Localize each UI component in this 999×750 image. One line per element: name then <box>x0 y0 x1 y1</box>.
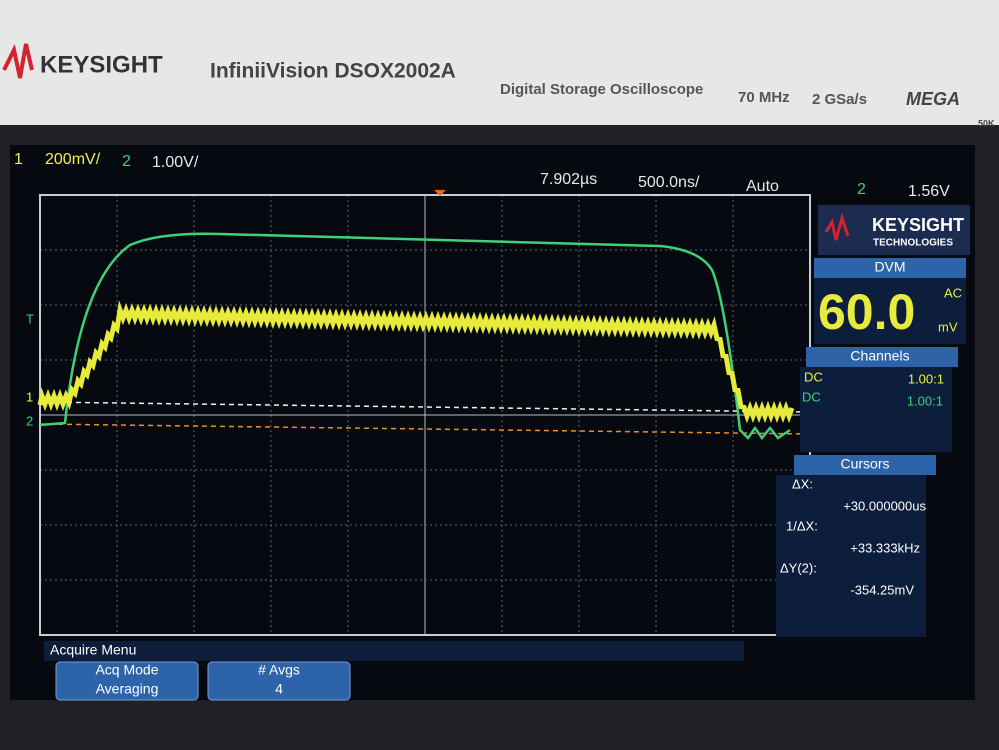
cursors-body <box>776 475 926 637</box>
ch1-trace <box>37 300 795 424</box>
cursor-value: -354.25mV <box>850 582 914 597</box>
softkey-label: Acq Mode <box>95 662 158 678</box>
softkey-label: # Avgs <box>258 662 300 678</box>
ch2-scale: 1.00V/ <box>152 154 199 171</box>
menu-title: Acquire Menu <box>50 642 136 658</box>
sidebar: KEYSIGHT TECHNOLOGIES DVM 60.0 AC mV Cha… <box>776 205 970 637</box>
sidebar-logo-wave <box>824 212 850 241</box>
logo-wave <box>2 43 34 79</box>
sample-rate: 2 GSa/s <box>812 91 867 108</box>
badge: MEGA <box>906 89 960 109</box>
cursor-label: ΔX: <box>792 476 813 491</box>
trigger-position <box>434 190 446 196</box>
ch2-coupling: DC <box>802 389 821 404</box>
ch2-probe: 1.00:1 <box>907 393 943 408</box>
softkey-value: Averaging <box>96 681 159 697</box>
cursor-label: 1/ΔX: <box>786 518 818 533</box>
softkey-value: 4 <box>275 681 283 697</box>
sidebar-logo: KEYSIGHT <box>872 215 964 235</box>
badge-sub: 50K <box>978 118 995 128</box>
dvm-value: 60.0 <box>818 284 915 340</box>
delay: 7.902µs <box>540 171 597 188</box>
dvm-header <box>814 258 966 278</box>
cursor-label: ΔY(2): <box>780 560 817 575</box>
cursors-header <box>794 455 936 475</box>
dvm-mode: AC <box>944 285 962 300</box>
channels-header <box>806 347 958 367</box>
cursor-value: +30.000000us <box>843 498 926 513</box>
logo-box <box>818 205 970 255</box>
dvm-title: DVM <box>874 259 905 275</box>
cursor-value: +33.333kHz <box>850 540 920 555</box>
channels-title: Channels <box>850 348 909 364</box>
ch2-marker: 2 <box>26 413 33 428</box>
softkey[interactable] <box>55 661 199 701</box>
ch1-num: 1 <box>14 151 23 168</box>
description: Digital Storage Oscilloscope <box>500 81 703 98</box>
cursors-title: Cursors <box>840 456 889 472</box>
ch1-coupling: DC <box>804 369 823 384</box>
model: InfiniiVision DSOX2002A <box>210 60 456 83</box>
dvm-body <box>814 278 966 344</box>
bandwidth: 70 MHz <box>738 89 790 106</box>
trigger-level-line <box>39 423 811 435</box>
ch1-probe: 1.00:1 <box>908 371 944 386</box>
cursor-list: ΔX: +30.000000us 1/ΔX: +33.333kHz ΔY(2): -354… <box>780 476 926 597</box>
trigger-level: 1.56V <box>908 183 950 200</box>
trigger-mode: Auto <box>746 178 779 195</box>
channels-body <box>800 367 952 452</box>
cursor-line <box>39 401 811 413</box>
brand: KEYSIGHT <box>40 51 163 78</box>
trigger-marker: T <box>26 311 34 326</box>
ch2-trace <box>39 232 791 441</box>
dvm-unit: mV <box>938 319 958 334</box>
menu-bar <box>44 641 744 661</box>
timebase: 500.0ns/ <box>638 174 700 191</box>
ch2-num: 2 <box>122 153 131 170</box>
softkeys: Acq Mode Averaging # Avgs 4 <box>55 661 351 701</box>
top-panel <box>0 0 999 125</box>
trigger-source: 2 <box>857 181 866 198</box>
ch1-marker: 1 <box>26 389 33 404</box>
sidebar-logo-sub: TECHNOLOGIES <box>873 238 953 249</box>
ch1-scale: 200mV/ <box>45 151 101 168</box>
softkey[interactable] <box>207 661 351 701</box>
graticule <box>40 195 810 635</box>
